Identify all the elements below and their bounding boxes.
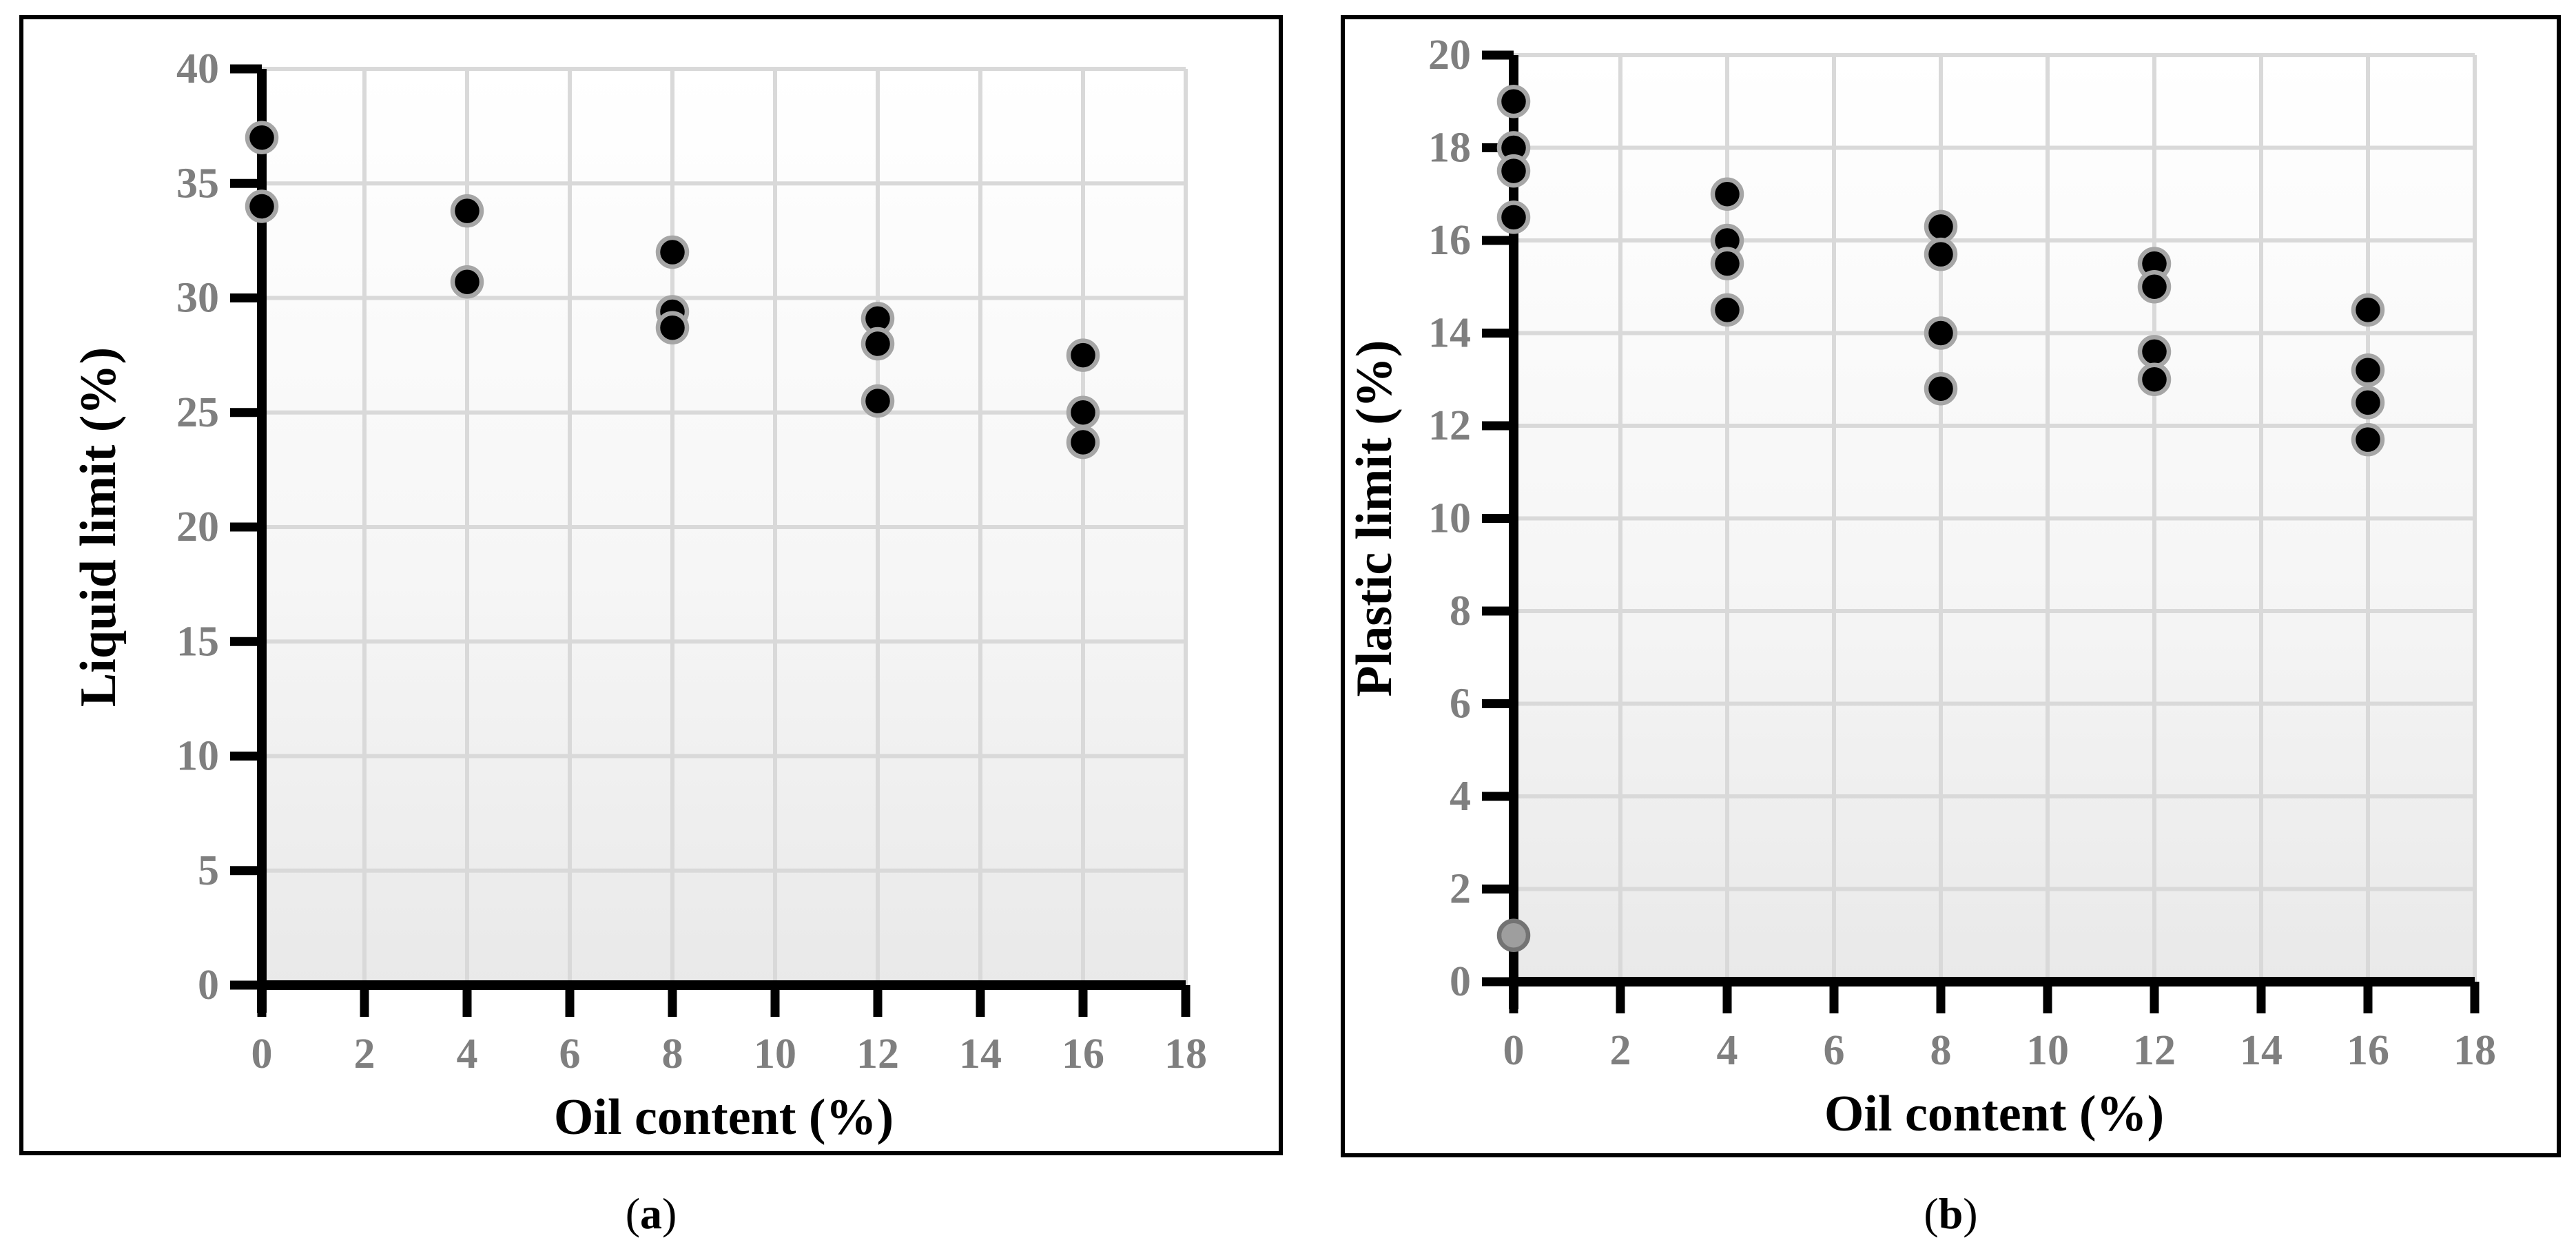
- caption-b-letter: b: [1938, 1189, 1964, 1238]
- data-point: [2351, 293, 2385, 327]
- x-tick-label: 12: [2133, 1027, 2176, 1074]
- y-tick-label: 8: [1450, 588, 1471, 634]
- data-point: [2137, 362, 2172, 396]
- data-point: [1066, 395, 1100, 429]
- x-tick-label: 0: [1503, 1027, 1525, 1074]
- y-axis-title: Liquid limit (%): [70, 347, 127, 707]
- x-tick-label: 6: [559, 1031, 581, 1077]
- x-tick-label: 6: [1824, 1027, 1845, 1074]
- x-tick-label: 18: [2453, 1027, 2496, 1074]
- y-tick-label: 40: [176, 45, 219, 92]
- data-point: [655, 235, 690, 269]
- data-point: [1924, 237, 1958, 271]
- y-tick-label: 0: [1450, 958, 1471, 1005]
- data-point: [1066, 425, 1100, 459]
- data-point: [245, 189, 279, 223]
- y-tick-label: 18: [1428, 125, 1471, 172]
- y-tick-label: 6: [1450, 681, 1471, 727]
- y-tick-label: 12: [1428, 402, 1471, 449]
- x-tick-label: 14: [959, 1031, 1002, 1077]
- caption-a-close-paren: ): [662, 1189, 677, 1238]
- y-tick-label: 16: [1428, 217, 1471, 264]
- y-axis-title: Plastic limit (%): [1346, 340, 1403, 697]
- y-tick-label: 20: [176, 504, 219, 550]
- data-point: [861, 384, 895, 418]
- x-tick-label: 14: [2240, 1027, 2283, 1074]
- y-tick-label: 10: [1428, 495, 1471, 542]
- x-tick-label: 10: [754, 1031, 796, 1077]
- x-tick-label: 8: [662, 1031, 683, 1077]
- data-point: [1924, 209, 1958, 244]
- data-point: [1710, 293, 1744, 327]
- data-point: [861, 327, 895, 361]
- data-point: [1710, 247, 1744, 280]
- data-point: [1066, 338, 1100, 372]
- data-point: [450, 194, 484, 228]
- y-tick-label: 15: [176, 618, 219, 665]
- data-point: [1496, 200, 1531, 234]
- y-tick-label: 5: [198, 847, 219, 894]
- data-point: [2351, 422, 2385, 457]
- x-tick-label: 4: [457, 1031, 478, 1077]
- x-tick-label: 2: [354, 1031, 375, 1077]
- x-tick-label: 8: [1930, 1027, 1952, 1074]
- caption-b-close-paren: ): [1963, 1189, 1978, 1238]
- data-point: [1710, 177, 1744, 211]
- data-point: [1496, 85, 1531, 118]
- x-axis-title: Oil content (%): [1824, 1086, 2164, 1142]
- x-tick-label: 0: [251, 1031, 273, 1077]
- gray-data-point: [1496, 918, 1531, 952]
- data-point: [450, 265, 484, 299]
- y-tick-label: 0: [198, 962, 219, 1009]
- y-tick-label: 35: [176, 160, 219, 207]
- y-tick-label: 4: [1450, 773, 1471, 820]
- y-tick-label: 2: [1450, 866, 1471, 913]
- x-tick-label: 4: [1717, 1027, 1738, 1074]
- x-tick-label: 2: [1610, 1027, 1631, 1074]
- data-point: [2137, 335, 2172, 369]
- data-point: [1924, 316, 1958, 350]
- x-tick-label: 16: [1062, 1031, 1104, 1077]
- caption-a-open-paren: (: [625, 1189, 640, 1238]
- y-tick-label: 14: [1428, 310, 1471, 357]
- caption-a-letter: a: [640, 1189, 662, 1238]
- data-point: [1496, 154, 1531, 188]
- y-tick-label: 30: [176, 275, 219, 322]
- y-tick-label: 10: [176, 733, 219, 780]
- data-point: [2137, 270, 2172, 304]
- data-point: [655, 311, 690, 344]
- y-tick-label: 20: [1428, 32, 1471, 79]
- panel-a-caption: (a): [19, 1179, 1283, 1248]
- data-point: [1924, 371, 1958, 406]
- x-tick-label: 18: [1164, 1031, 1207, 1077]
- panel-b-caption: (b): [1341, 1179, 2561, 1248]
- data-point: [2351, 386, 2385, 420]
- caption-b-open-paren: (: [1924, 1189, 1939, 1238]
- y-tick-label: 25: [176, 389, 219, 436]
- data-point: [2351, 353, 2385, 387]
- x-axis-title: Oil content (%): [554, 1089, 894, 1146]
- data-point: [245, 121, 279, 154]
- x-tick-label: 16: [2347, 1027, 2389, 1074]
- x-tick-label: 10: [2026, 1027, 2069, 1074]
- x-tick-label: 12: [856, 1031, 899, 1077]
